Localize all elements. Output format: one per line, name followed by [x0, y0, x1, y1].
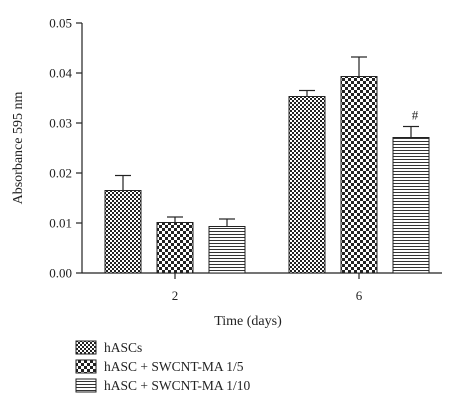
y-tick-label: 0.04 [49, 66, 72, 81]
x-tick-label: 6 [356, 288, 363, 303]
y-tick-label: 0.05 [49, 16, 72, 31]
legend-label: hASC + SWCNT-MA 1/5 [104, 359, 244, 374]
legend-label: hASCs [104, 340, 142, 355]
bar [340, 76, 378, 274]
legend-label: hASC + SWCNT-MA 1/10 [104, 378, 251, 393]
y-axis: 0.00 0.01 0.02 0.03 0.04 0.05 [49, 16, 83, 281]
bar [392, 137, 430, 274]
bar [104, 190, 142, 274]
bar [208, 226, 246, 274]
y-tick-label: 0.00 [49, 266, 72, 281]
annotation-group: # [412, 108, 419, 123]
legend-swatch [75, 359, 97, 374]
y-axis-title: Absorbance 595 nm [11, 92, 26, 205]
significance-marker: # [412, 108, 419, 123]
legend: hASCs hASC + SWCNT-MA 1/5 hASC + SWCNT-MA … [75, 340, 251, 393]
x-axis-title: Time (days) [214, 314, 282, 329]
y-tick-label: 0.02 [49, 166, 72, 181]
legend-swatch [75, 378, 97, 393]
y-tick-label: 0.01 [49, 216, 72, 231]
bar [288, 96, 326, 274]
y-tick-label: 0.03 [49, 116, 72, 131]
bar [156, 222, 194, 274]
bar-series-group [104, 56, 430, 274]
legend-swatch [75, 340, 97, 355]
x-tick-label: 2 [172, 288, 179, 303]
